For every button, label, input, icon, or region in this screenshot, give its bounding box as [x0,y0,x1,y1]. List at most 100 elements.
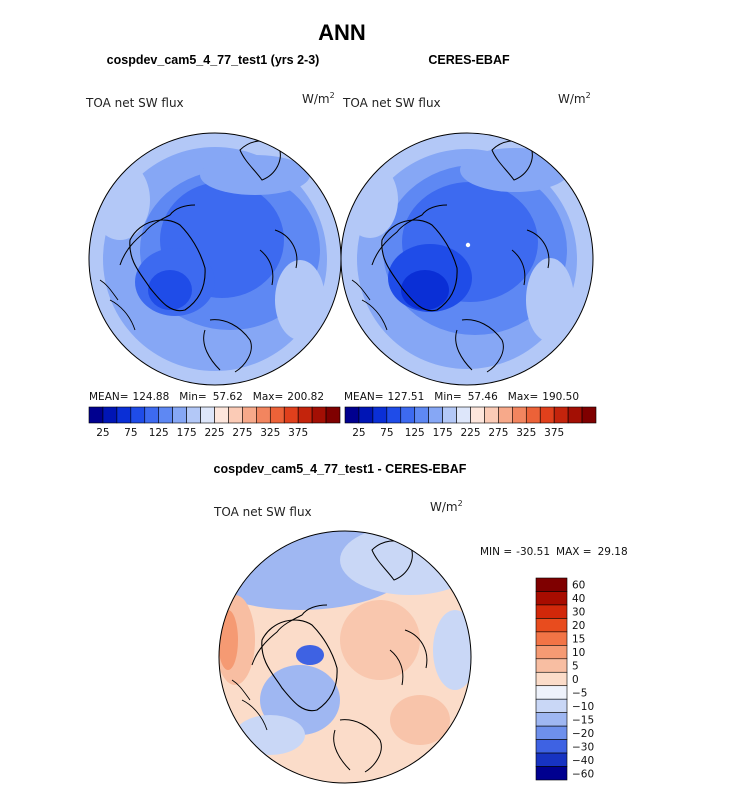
colorbar-diff-tick-label: −40 [572,755,594,767]
panel-obs-units: W/m2 [558,91,591,106]
colorbar-obs-swatch [470,406,485,424]
colorbar-diff-swatch [535,725,568,740]
colorbar-diff-swatch [535,685,568,700]
colorbar-obs: 25 75 125 175 225 275 325 375 [344,406,597,439]
colorbar-diff-tick-label: −5 [572,687,587,699]
colorbar-model-tick-label: 25 [96,427,109,439]
colorbar-obs-swatch [414,406,429,424]
polar-map-diff [218,530,472,784]
colorbar-diff-swatch [535,604,568,619]
colorbar-diff-swatch [535,671,568,687]
colorbar-diff-tick-label: 5 [572,661,579,673]
colorbar-model: 25 75 125 175 225 275 325 375 [88,406,341,439]
panel-model-heading: cospdev_cam5_4_77_test1 (yrs 2-3) [107,53,320,67]
colorbar-diff-swatch [535,739,568,754]
colorbar-obs-swatch [484,406,499,424]
colorbar-model-tick-label: 375 [288,427,308,439]
colorbar-diff-tick-label: 20 [572,620,585,632]
colorbar-model-tick-label: 75 [124,427,137,439]
colorbar-obs-swatch [567,406,583,424]
colorbar-obs-swatch [498,406,513,424]
colorbar-obs-swatch [456,406,471,424]
colorbar-model-swatch [88,406,104,424]
colorbar-model-swatch [283,406,299,424]
colorbar-diff-swatch [535,712,568,727]
colorbar-obs-tick-label: 275 [488,427,508,439]
colorbar-diff-swatch [535,698,568,713]
colorbar-diff-tick-label: −15 [572,714,594,726]
colorbar-diff-tick-label: 0 [572,674,579,686]
panel-diff-stats: MIN = -30.51 MAX = 29.18 [480,546,628,558]
panel-diff: cospdev_cam5_4_77_test1 - CERES-EBAF TOA… [213,462,628,784]
panel-model: cospdev_cam5_4_77_test1 (yrs 2-3) TOA ne… [85,53,342,439]
colorbar-model-swatch [256,406,271,424]
colorbar-diff-swatch [535,577,568,592]
colorbar-model-swatch [297,406,313,424]
colorbar-diff-swatch [535,618,568,633]
colorbar-model-swatch [116,406,132,424]
colorbar-model-tick-label: 125 [149,427,169,439]
colorbar-model-swatch [269,406,285,424]
colorbar-obs-swatch [525,406,541,424]
colorbar-model-swatch [130,406,146,424]
colorbar-model-swatch [172,406,187,424]
colorbar-diff-tick-label: 40 [572,593,585,605]
colorbar-model-swatch [102,406,118,424]
colorbar-obs-tick-label: 125 [405,427,425,439]
colorbar-diff-tick-label: 10 [572,647,585,659]
colorbar-diff-swatch [535,658,568,673]
colorbar-diff-swatch [535,645,568,660]
colorbar-diff-swatch [535,591,568,606]
colorbar-obs-tick-label: 225 [460,427,480,439]
colorbar-diff-tick-label: 30 [572,607,585,619]
colorbar-diff-swatch [535,766,568,781]
colorbar-model-swatch [144,406,160,424]
colorbar-obs-swatch [512,406,527,424]
panel-obs-heading: CERES-EBAF [428,53,510,67]
panel-obs-variable-label: TOA net SW flux [342,96,441,110]
colorbar-model-swatch [214,406,229,424]
panel-diff-heading: cospdev_cam5_4_77_test1 - CERES-EBAF [214,462,467,476]
colorbar-obs-tick-label: 375 [544,427,564,439]
panel-diff-variable-label: TOA net SW flux [213,505,312,519]
colorbar-model-tick-label: 275 [232,427,252,439]
panel-model-units: W/m2 [302,91,335,106]
colorbar-diff-tick-label: −20 [572,728,594,740]
colorbar-obs-swatch [386,406,402,424]
panel-diff-units: W/m2 [430,499,463,514]
colorbar-model-swatch [325,406,341,424]
colorbar-diff-tick-label: −30 [572,741,594,753]
colorbar-model-swatch [200,406,215,424]
colorbar-diff-tick-label: −10 [572,701,594,713]
colorbar-obs-tick-label: 175 [433,427,453,439]
figure-title: ANN [318,20,366,45]
colorbar-obs-swatch [358,406,374,424]
colorbar-obs-tick-label: 75 [380,427,393,439]
polar-map-obs [340,132,594,386]
colorbar-obs-tick-label: 325 [516,427,536,439]
colorbar-obs-swatch [400,406,416,424]
polar-map-model [88,132,342,386]
colorbar-obs-swatch [539,406,555,424]
colorbar-model-swatch [228,406,243,424]
panel-obs: CERES-EBAF TOA net SW flux W/m2 [340,53,597,439]
colorbar-model-tick-label: 175 [177,427,197,439]
colorbar-obs-swatch [553,406,569,424]
colorbar-diff-tick-label: 60 [572,580,585,592]
colorbar-model-swatch [186,406,201,424]
panel-model-variable-label: TOA net SW flux [85,96,184,110]
colorbar-obs-swatch [428,406,443,424]
colorbar-diff-swatch [535,631,568,646]
colorbar-model-swatch [311,406,327,424]
panel-model-stats: MEAN= 124.88 Min= 57.62 Max= 200.82 [89,391,324,403]
colorbar-obs-swatch [344,406,360,424]
colorbar-obs-swatch [581,406,597,424]
panel-obs-stats: MEAN= 127.51 Min= 57.46 Max= 190.50 [344,391,579,403]
colorbar-obs-swatch [442,406,457,424]
colorbar-model-swatch [158,406,173,424]
colorbar-diff-tick-label: 15 [572,634,585,646]
colorbar-model-tick-label: 325 [260,427,280,439]
colorbar-obs-swatch [372,406,388,424]
